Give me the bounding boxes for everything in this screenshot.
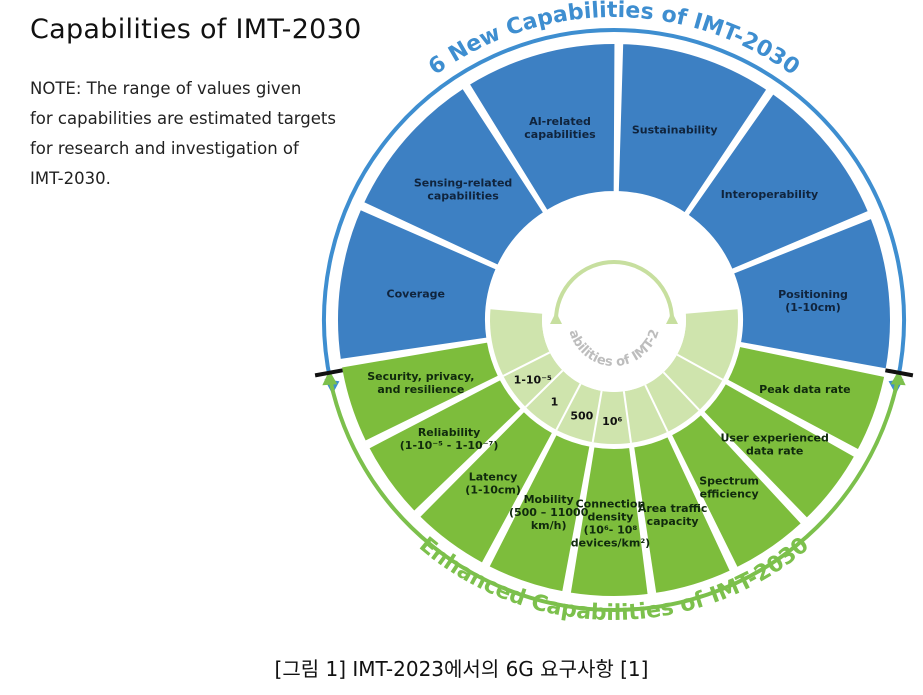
enhanced-capability-label: Security, privacy, and resilience bbox=[367, 370, 474, 396]
enhanced-capability-segment bbox=[339, 340, 501, 444]
note-line: IMT-2030. bbox=[30, 169, 111, 188]
ring-divider bbox=[662, 371, 700, 411]
center-arrowhead bbox=[666, 312, 678, 324]
inner-value-label: 500 bbox=[570, 410, 593, 423]
inner-value-label: 10⁶ bbox=[602, 415, 622, 428]
enhanced-capability-label: Latency (1-10cm) bbox=[465, 471, 521, 497]
ring-divider bbox=[591, 390, 603, 443]
enhanced-capability-segment bbox=[417, 409, 555, 566]
enhanced-capability-segment bbox=[631, 434, 733, 596]
enhanced-capability-segment bbox=[366, 377, 524, 514]
note-line: for research and investigation of bbox=[30, 139, 299, 158]
center-arrow-arc bbox=[554, 260, 674, 321]
new-capability-segment bbox=[336, 207, 499, 362]
enhanced-capability-label: Spectrum efficiency bbox=[699, 475, 759, 501]
wheel-center bbox=[542, 248, 686, 392]
ring-divider bbox=[524, 369, 564, 408]
figure-caption: [그림 1] IMT-2023에서의 6G 요구사항 [1] bbox=[274, 657, 649, 681]
enhanced-capability-label: Connection density (10⁶- 10⁸ devices/km²) bbox=[571, 497, 650, 549]
ring-divider bbox=[644, 384, 669, 433]
enhanced-capability-label: Peak data rate bbox=[759, 383, 850, 396]
note-text: NOTE: The range of values given for capa… bbox=[30, 74, 370, 194]
enhanced-capability-segment bbox=[568, 445, 650, 598]
note-line: NOTE: The range of values given bbox=[30, 79, 302, 98]
new-capabilities-arc bbox=[322, 27, 906, 390]
enhanced-capabilities-arc bbox=[328, 379, 900, 612]
ring-divider bbox=[676, 353, 724, 381]
ring-divider bbox=[622, 391, 633, 443]
new-capability-segment bbox=[616, 42, 769, 215]
new-capability-segment bbox=[361, 86, 546, 268]
enhanced-capability-segment bbox=[487, 432, 592, 594]
inner-value-label: 1-10⁻⁵ bbox=[514, 373, 552, 386]
enhanced-capability-label: User experienced data rate bbox=[720, 432, 828, 458]
new-capability-label: Positioning (1-10cm) bbox=[778, 288, 848, 314]
ring-divider bbox=[502, 351, 551, 377]
enhanced-capability-label: Reliability (1-10⁻⁵ - 1-10⁻⁷) bbox=[400, 426, 499, 452]
enhanced-arc-arrowhead-left bbox=[322, 370, 338, 386]
new-capability-label: Sensing-related capabilities bbox=[414, 176, 512, 202]
inner-value-label: 1 bbox=[551, 395, 559, 408]
boundary-tick bbox=[314, 368, 343, 378]
enhanced-capability-segment bbox=[725, 344, 887, 452]
new-capability-segment bbox=[467, 42, 617, 213]
enhanced-capability-label: Mobility (500 – 11000 km/h) bbox=[509, 493, 589, 532]
new-capability-segment bbox=[686, 91, 871, 272]
new-capability-label: Coverage bbox=[387, 287, 445, 300]
new-capability-label: Interoperability bbox=[721, 188, 818, 201]
page-title: Capabilities of IMT-2030 bbox=[30, 14, 362, 45]
enhanced-capability-segment bbox=[669, 412, 804, 570]
inner-value-ring bbox=[489, 309, 738, 445]
ring-divider bbox=[555, 383, 582, 431]
enhanced-capability-label: Area traffic capacity bbox=[638, 502, 708, 528]
new-capability-label: Sustainability bbox=[632, 123, 718, 136]
enhanced-arc-arrowhead-right bbox=[890, 370, 906, 386]
note-line: for capabilities are estimated targets bbox=[30, 109, 336, 128]
new-capability-label: AI-related capabilities bbox=[524, 115, 596, 141]
boundary-tick bbox=[885, 368, 914, 378]
center-arrowhead bbox=[550, 312, 562, 324]
enhanced-capability-segment bbox=[701, 381, 857, 521]
